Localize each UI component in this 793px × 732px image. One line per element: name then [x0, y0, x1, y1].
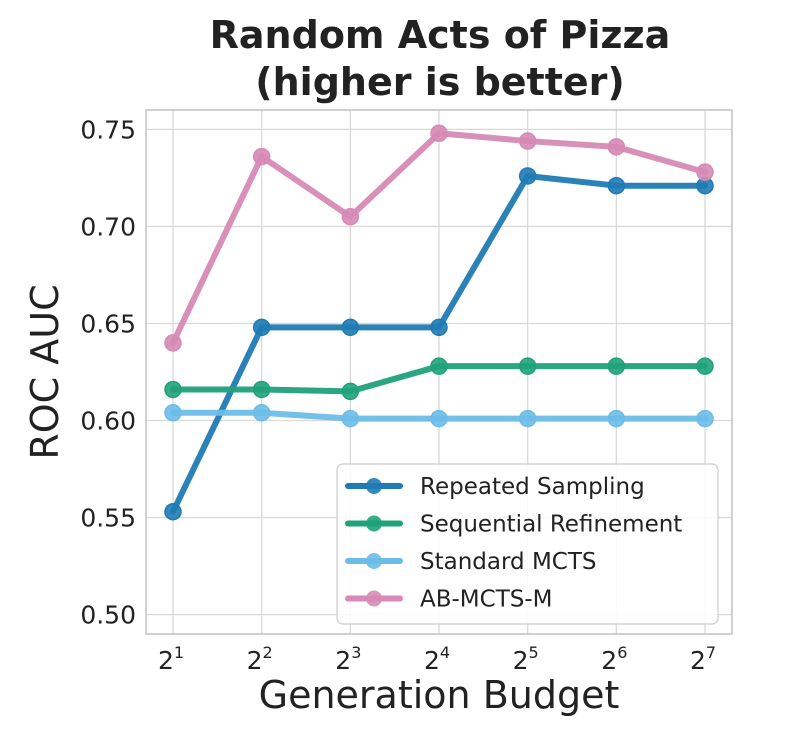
legend-entry: Standard MCTS — [345, 549, 597, 575]
data-point — [252, 318, 271, 337]
y-tick-label: 0.65 — [80, 309, 136, 338]
legend-label: AB-MCTS-M — [420, 587, 553, 613]
data-point — [164, 334, 182, 352]
data-point — [607, 138, 626, 156]
legend-marker — [366, 478, 382, 494]
data-point — [696, 163, 714, 181]
legend-marker — [366, 590, 382, 607]
data-point — [252, 380, 271, 399]
legend-box — [336, 463, 719, 625]
series-layer — [164, 124, 714, 521]
data-point — [607, 409, 626, 428]
data-point — [341, 318, 360, 337]
legend-entry: Repeated Sampling — [345, 474, 645, 500]
legend-entry: Sequential Refinement — [345, 512, 682, 538]
data-point — [696, 357, 714, 375]
x-axis-label: Generation Budget — [259, 673, 620, 717]
data-point — [252, 404, 271, 422]
data-point — [341, 409, 360, 428]
data-point — [607, 357, 626, 375]
chart-title-line-1: Random Acts of Pizza — [210, 13, 671, 57]
data-point — [164, 380, 182, 399]
x-tick-label: 24 — [424, 643, 450, 675]
y-tick-label: 0.60 — [80, 407, 136, 436]
y-axis-label: ROC AUC — [23, 284, 67, 459]
chart-title-line-2: (higher is better) — [255, 60, 625, 104]
series-standard-mcts — [164, 404, 714, 428]
legend-label: Sequential Refinement — [420, 512, 682, 538]
x-tick-label: 23 — [335, 643, 361, 675]
y-tick-label: 0.50 — [80, 601, 136, 630]
data-point — [518, 409, 537, 428]
data-point — [430, 357, 448, 375]
legend-marker — [366, 553, 382, 569]
data-point — [252, 147, 271, 166]
x-tick-label: 25 — [513, 643, 539, 675]
series-ab-mcts-m — [164, 124, 714, 352]
data-point — [518, 132, 537, 150]
data-point — [607, 176, 626, 195]
x-tick-labels: 21 22 23 24 25 26 27 — [158, 643, 716, 675]
data-point — [341, 382, 360, 401]
x-tick-label: 26 — [601, 643, 627, 675]
data-point — [164, 404, 182, 422]
series-repeated-sampling — [164, 167, 714, 521]
data-point — [430, 318, 448, 337]
legend: Repeated Sampling Sequential Refinement St… — [336, 463, 719, 625]
data-point — [430, 409, 448, 428]
data-point — [518, 357, 537, 375]
legend-entry: AB-MCTS-M — [345, 587, 553, 613]
legend-label: Standard MCTS — [420, 549, 597, 575]
data-point — [164, 502, 182, 521]
x-tick-label: 22 — [247, 643, 273, 675]
y-tick-label: 0.55 — [80, 504, 136, 533]
y-tick-labels: 0.50 0.55 0.60 0.65 0.70 0.75 — [80, 115, 136, 629]
series-sequential-refinement — [164, 357, 714, 401]
legend-label: Repeated Sampling — [420, 474, 645, 500]
x-tick-label: 21 — [158, 643, 184, 675]
legend-marker — [366, 515, 382, 532]
data-point — [341, 207, 360, 226]
data-point — [430, 124, 448, 143]
plot-frame — [145, 109, 733, 635]
data-point — [518, 167, 537, 185]
y-tick-label: 0.70 — [80, 212, 136, 241]
x-tick-label: 27 — [690, 643, 716, 675]
y-tick-label: 0.75 — [80, 115, 136, 144]
data-point — [696, 409, 714, 428]
